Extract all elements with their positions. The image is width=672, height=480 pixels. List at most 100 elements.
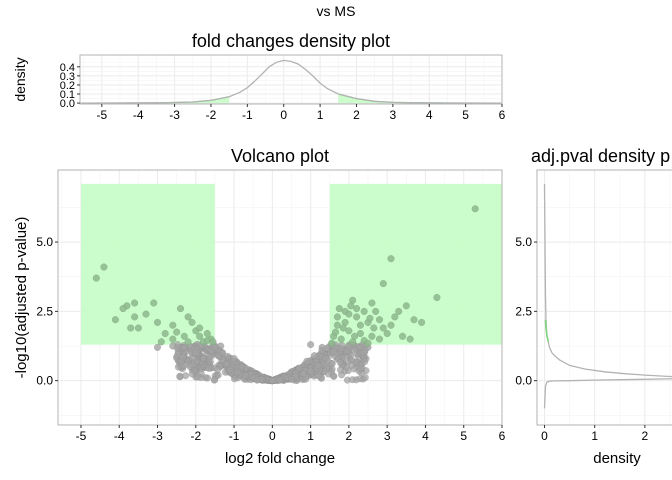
x-tick-label: 2 [346,429,353,443]
panel-border [79,54,503,105]
volcano-point-significant [395,307,403,315]
volcano-point-significant [379,324,387,332]
volcano-point [322,355,330,363]
volcano-point [303,357,311,365]
volcano-point [193,357,201,365]
volcano-point-significant [127,324,135,332]
volcano-point [310,352,318,360]
volcano-point-significant [328,339,336,347]
volcano-point-significant [176,305,185,313]
volcano-point-significant [410,316,418,324]
volcano-point-significant [370,324,378,332]
volcano-point [314,361,322,369]
x-tick-label: 0 [541,429,548,443]
density-line [543,378,672,409]
volcano-point-significant [173,328,181,336]
volcano-point-significant [391,313,399,321]
volcano-point-significant [119,305,127,313]
volcano-point [348,356,356,364]
x-tick-label: 6 [499,108,506,122]
x-tick-label: -4 [133,108,144,122]
volcano-point [242,371,250,379]
volcano-point-significant [347,302,355,310]
x-tick-label: -4 [114,429,125,443]
volcano-point-significant [169,335,177,343]
y-axis-label: density [12,57,28,101]
x-tick-label: 1 [317,108,324,122]
volcano-point [188,370,196,378]
volcano-point-significant [196,324,204,332]
x-tick-label: 1 [591,429,598,443]
grid [80,55,503,104]
x-tick-label: 0 [269,429,276,443]
volcano-point-significant [157,338,165,346]
y-tick-label: 2.5 [36,304,53,318]
volcano-point-significant [100,263,108,271]
x-tick-label: 3 [390,108,397,122]
x-tick-label: 3 [384,429,391,443]
volcano-point-significant [351,332,359,340]
panel-title: Volcano plot [231,146,329,166]
x-tick-label: 5 [462,108,469,122]
x-tick-label: -2 [206,108,217,122]
volcano-point [307,341,315,349]
volcano-point-significant [203,329,211,338]
density-tail-fill [338,94,502,104]
volcano-point [330,372,338,380]
volcano-point-significant [339,324,347,332]
x-tick-label: -5 [96,108,107,122]
y-tick-label: 5.0 [515,235,532,249]
volcano-point [276,376,284,384]
x-tick-label: 6 [499,429,506,443]
volcano-point [180,343,188,351]
x-tick-label: 1 [307,429,314,443]
density-adjpval-panel: 0 1 2 0.0 2.5 5.0 adj.pval density p density [515,146,672,467]
panel-background [80,55,502,104]
volcano-point-significant [375,316,384,324]
volcano-point-significant [184,338,192,346]
x-axis-label: log2 fold change [225,450,335,467]
volcano-point-significant [150,299,158,307]
volcano-point-significant [387,321,395,329]
volcano-point [205,364,213,372]
volcano-point-significant [366,314,374,322]
volcano-point [361,358,369,366]
volcano-point-significant [471,205,479,213]
volcano-point-significant [345,310,353,318]
x-tick-label: 4 [422,429,429,443]
grid [537,170,672,425]
volcano-point-significant [375,335,384,343]
x-axis-label: density [593,450,641,467]
x-tick-label: -2 [190,429,201,443]
volcano-point [337,345,345,353]
volcano-point [288,375,296,383]
panel-border [57,169,503,426]
y-tick-label: 0.1 [60,89,75,101]
density-tail-fill [80,96,230,104]
panel-background [537,170,672,425]
volcano-point-significant [372,307,380,315]
volcano-point-significant [134,324,142,332]
x-tick-label: 2 [353,108,360,122]
volcano-point-significant [368,299,376,307]
volcano-point-significant [368,332,376,340]
volcano-point-significant [333,321,341,329]
y-tick-label: 0.2 [60,80,75,92]
volcano-point-significant [331,328,340,336]
volcano-point [238,363,246,371]
volcano-point [357,365,365,373]
panel-border [536,169,672,426]
volcano-point-significant [402,302,410,310]
density-highlight-line [544,319,550,343]
volcano-point-significant [360,307,368,315]
volcano-point [153,343,161,351]
volcano-point-significant [188,318,196,326]
volcano-point-significant [111,316,119,324]
volcano-point-significant [418,318,426,326]
y-tick-label: 0.0 [60,98,75,110]
volcano-point [234,368,242,376]
figure-title: vs MS [316,3,356,19]
volcano-point [336,359,344,367]
volcano-point [199,355,207,363]
